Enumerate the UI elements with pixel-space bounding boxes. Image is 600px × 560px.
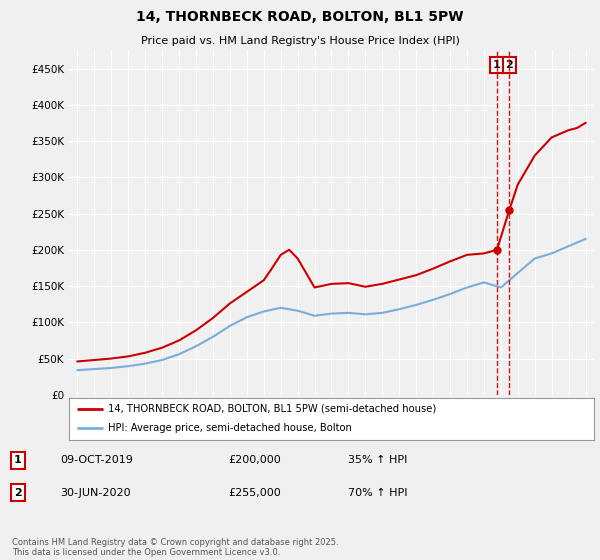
Text: 35% ↑ HPI: 35% ↑ HPI <box>348 455 407 465</box>
Text: 14, THORNBECK ROAD, BOLTON, BL1 5PW: 14, THORNBECK ROAD, BOLTON, BL1 5PW <box>136 11 464 25</box>
Text: 2: 2 <box>14 488 22 498</box>
Text: Price paid vs. HM Land Registry's House Price Index (HPI): Price paid vs. HM Land Registry's House … <box>140 36 460 46</box>
Text: HPI: Average price, semi-detached house, Bolton: HPI: Average price, semi-detached house,… <box>109 423 352 433</box>
Text: 2: 2 <box>505 60 513 70</box>
Text: £255,000: £255,000 <box>228 488 281 498</box>
Text: 1: 1 <box>14 455 22 465</box>
Text: 30-JUN-2020: 30-JUN-2020 <box>60 488 131 498</box>
Text: 70% ↑ HPI: 70% ↑ HPI <box>348 488 407 498</box>
Text: 1: 1 <box>493 60 501 70</box>
Text: 09-OCT-2019: 09-OCT-2019 <box>60 455 133 465</box>
Text: Contains HM Land Registry data © Crown copyright and database right 2025.
This d: Contains HM Land Registry data © Crown c… <box>12 538 338 557</box>
Text: 14, THORNBECK ROAD, BOLTON, BL1 5PW (semi-detached house): 14, THORNBECK ROAD, BOLTON, BL1 5PW (sem… <box>109 404 437 414</box>
Text: £200,000: £200,000 <box>228 455 281 465</box>
